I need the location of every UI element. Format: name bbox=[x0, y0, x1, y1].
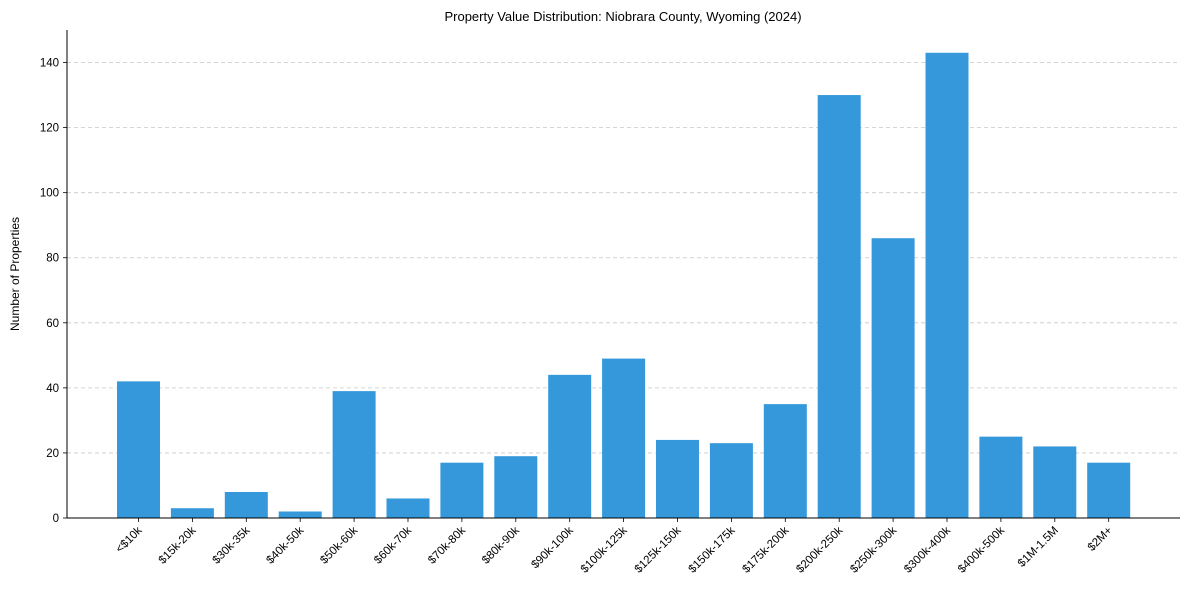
y-tick-label: 40 bbox=[46, 383, 59, 395]
bar bbox=[763, 404, 807, 518]
bar bbox=[925, 52, 969, 518]
x-tick-label: $125k-150k bbox=[633, 524, 684, 575]
x-tick-label: $400k-500k bbox=[956, 524, 1007, 575]
x-tick-label: $1M-1.5M bbox=[1016, 525, 1061, 570]
bars bbox=[117, 52, 1131, 519]
x-tick-label: $70k-80k bbox=[426, 524, 468, 566]
x-tick-label: $30k-35k bbox=[210, 524, 252, 566]
bar bbox=[224, 491, 268, 518]
x-tick-label: $40k-50k bbox=[264, 524, 306, 566]
x-tick-label: $100k-125k bbox=[579, 524, 630, 575]
x-tick-label: $80k-90k bbox=[480, 524, 522, 566]
x-tick-label: $2M+ bbox=[1086, 524, 1115, 553]
bar bbox=[170, 508, 214, 518]
bar bbox=[979, 436, 1023, 518]
bar bbox=[494, 456, 538, 518]
x-tick-label: $90k-100k bbox=[529, 524, 576, 571]
gridlines bbox=[67, 62, 1180, 454]
bar bbox=[817, 95, 861, 519]
y-ticks: 0 20 40 60 80 100 120 140 bbox=[40, 58, 67, 525]
bar bbox=[117, 381, 160, 518]
bar bbox=[871, 238, 915, 519]
x-ticks: <$10k $15k-20k $30k-35k $40k-50k $50k-60k $60… bbox=[114, 518, 1115, 576]
bar bbox=[278, 511, 322, 518]
x-tick-label: $300k-400k bbox=[902, 524, 953, 575]
y-tick-label: 120 bbox=[40, 123, 59, 135]
bar bbox=[440, 462, 484, 518]
bar bbox=[386, 498, 430, 518]
y-tick-label: 20 bbox=[46, 448, 59, 460]
x-tick-label: <$10k bbox=[114, 524, 145, 555]
bar bbox=[1087, 462, 1131, 518]
chart-title: Property Value Distribution: Niobrara Co… bbox=[444, 9, 801, 24]
y-tick-label: 60 bbox=[46, 318, 59, 330]
x-tick-label: $250k-300k bbox=[848, 524, 899, 575]
y-tick-label: 80 bbox=[46, 253, 59, 265]
x-tick-label: $60k-70k bbox=[372, 524, 414, 566]
y-axis-label: Number of Properties bbox=[8, 217, 22, 331]
y-tick-label: 0 bbox=[53, 513, 59, 525]
x-tick-label: $150k-175k bbox=[687, 524, 738, 575]
bar bbox=[602, 358, 646, 518]
bar bbox=[709, 443, 753, 518]
y-tick-label: 140 bbox=[40, 58, 59, 70]
bar bbox=[656, 439, 699, 518]
bar bbox=[1033, 446, 1077, 518]
bar bbox=[332, 391, 376, 518]
x-tick-label: $175k-200k bbox=[740, 524, 791, 575]
x-tick-label: $50k-60k bbox=[318, 524, 360, 566]
y-tick-label: 100 bbox=[40, 188, 59, 200]
x-tick-label: $200k-250k bbox=[794, 524, 845, 575]
x-tick-label: $15k-20k bbox=[157, 524, 199, 566]
bar bbox=[548, 374, 592, 518]
